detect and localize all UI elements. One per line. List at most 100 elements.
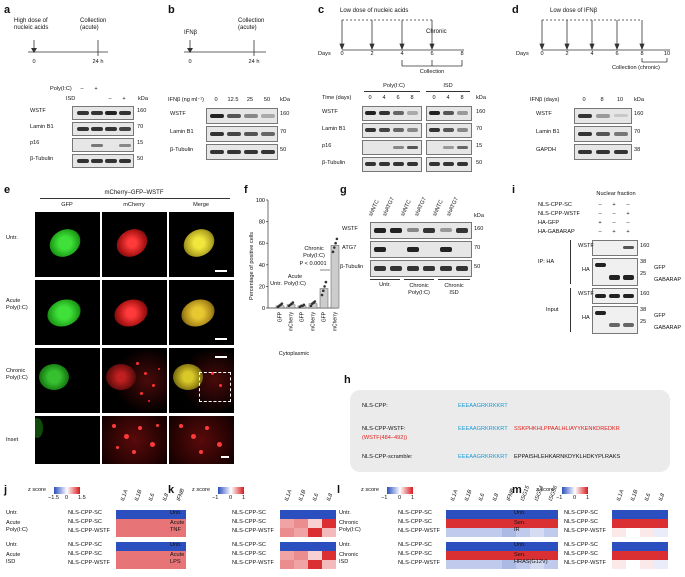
cond-a-isd: ISD — [66, 96, 76, 102]
heatmap-cell — [488, 510, 502, 519]
right-label: GABARAP — [654, 277, 682, 283]
row-label: NLS-CPP-WSTF — [232, 528, 274, 534]
ip-label-i: IP: HA — [538, 259, 555, 265]
cond-val: – — [612, 220, 616, 226]
row-label: NLS-CPP-SC — [68, 510, 102, 516]
heatmap-cell — [626, 510, 640, 519]
untr-label: Untr. — [6, 510, 18, 516]
row-e: Untr. — [6, 235, 18, 241]
row-label: WSTF — [322, 109, 338, 115]
row-label: NLS-CPP-WSTF — [68, 528, 110, 534]
untr-label: Untr. — [170, 542, 182, 548]
time: 8 — [460, 95, 464, 101]
seq-name: NLS-CPP-scramble: — [362, 454, 413, 460]
time: 8 — [410, 95, 414, 101]
heatmap-cell — [626, 519, 640, 528]
day: 2 — [370, 51, 374, 57]
heatmap-cell — [446, 542, 460, 551]
gene-label: IL1A — [450, 489, 460, 503]
timeline-b-t1: 24 h — [248, 59, 260, 65]
day: 6 — [430, 51, 434, 57]
heatmap-cell — [516, 528, 530, 537]
heatmap-cell — [502, 519, 516, 528]
heatmap-cell — [488, 528, 502, 537]
time: 6 — [396, 95, 400, 101]
ifn-days-label-d: IFNβ (days) — [530, 97, 560, 103]
colorbar-mid: 0 — [398, 495, 402, 501]
heatmap-cell — [474, 542, 488, 551]
group-label: Acute Poly(I:C) — [6, 520, 28, 533]
cond-val: – — [626, 220, 630, 226]
heatmap-cell — [544, 528, 558, 537]
row-label: NLS-CPP-SC — [232, 510, 266, 516]
heatmap-cell — [626, 551, 640, 560]
heatmap-cell — [130, 519, 144, 528]
heatmap-cell — [612, 542, 626, 551]
heatmap-cell — [612, 510, 626, 519]
image-inset-merge — [169, 416, 234, 464]
day: 8 — [460, 51, 464, 57]
row-label: Lamin B1 — [322, 126, 346, 132]
heatmap-cell — [460, 528, 474, 537]
colorbar-max: 1 — [242, 495, 246, 501]
blot-g-tubulin — [370, 260, 472, 277]
cond-val: + — [94, 86, 98, 92]
heatmap-cell — [544, 510, 558, 519]
x-tick-label: GFP — [278, 311, 284, 322]
heatmap-cell — [280, 519, 294, 528]
image-untr-mcherry — [102, 212, 167, 277]
blot-a-p16 — [72, 138, 134, 152]
cond-i: NLS-CPP-SC — [538, 202, 572, 208]
heatmap-cell — [640, 551, 654, 560]
cond-a-polyic: Poly(I:C) — [50, 86, 72, 92]
collection-c: Collection — [419, 69, 445, 75]
zscore-label: z score — [361, 487, 380, 493]
time: 4 — [382, 95, 386, 101]
kda-value: 50 — [280, 147, 287, 153]
cond-val: – — [598, 202, 602, 208]
panel-label-f: f — [244, 184, 248, 196]
seq-nls: EEEAAGRKRKKRT — [458, 454, 508, 460]
heatmap-cell — [612, 560, 626, 569]
row-label: p16 — [322, 143, 332, 149]
untr-label: Untr. — [339, 510, 351, 516]
row-label: NLS-CPP-SC — [68, 542, 102, 548]
ifn-day: 10 — [616, 97, 624, 103]
ifn-day: 0 — [582, 97, 586, 103]
day: 0 — [540, 51, 544, 57]
row-e: Inset — [6, 437, 19, 443]
row-label: NLS-CPP-WSTF — [232, 560, 274, 566]
group-label: Acute ISD — [6, 552, 21, 565]
time: 4 — [446, 95, 450, 101]
heatmap-cell — [530, 510, 544, 519]
heatmap-cell — [280, 560, 294, 569]
blot-d-wstf — [574, 108, 632, 124]
heatmap-cell — [544, 560, 558, 569]
blot-c-wstf-1 — [362, 106, 422, 121]
y-tick-label: 20 — [259, 284, 265, 290]
chronic-c: Chronic — [426, 29, 447, 35]
group-g: Chronic ISD — [444, 283, 464, 296]
heatmap-cell — [502, 542, 516, 551]
row-label: WSTF — [578, 243, 594, 249]
heatmap-cell — [322, 528, 336, 537]
x-tick-label: GFP — [300, 311, 306, 322]
heatmap-cell — [446, 551, 460, 560]
heatmap-cell — [280, 542, 294, 551]
blot-c-laminb1-1 — [362, 123, 422, 138]
heatmap-cell — [516, 560, 530, 569]
heatmap-cell — [460, 510, 474, 519]
scale-bar — [221, 456, 229, 458]
panel-label-a: a — [4, 4, 11, 16]
image-chronic-gfp — [35, 348, 100, 413]
kda-value: 160 — [474, 226, 484, 232]
dose: 12.5 — [227, 97, 239, 103]
row-label: HA — [582, 267, 590, 273]
days-label-d: Days — [516, 51, 529, 57]
row-label: HA — [582, 315, 590, 321]
cond-val: – — [80, 86, 84, 92]
heatmap-grid — [116, 510, 186, 537]
heatmap-cell — [130, 542, 144, 551]
heatmap-grid — [446, 510, 558, 537]
heatmap-grid — [280, 510, 336, 537]
